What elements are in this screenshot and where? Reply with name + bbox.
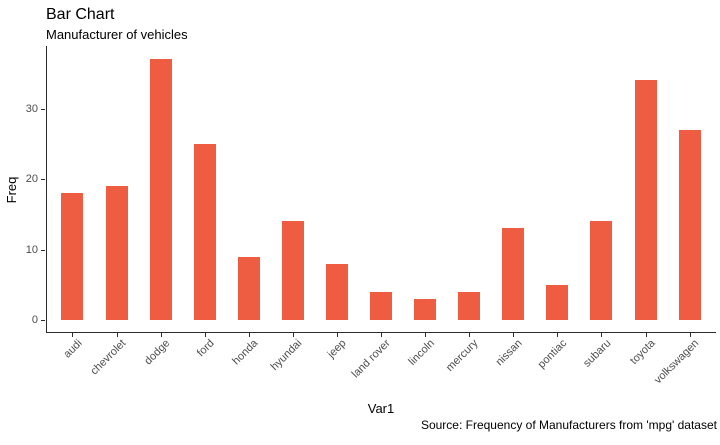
x-tick-label: nissan [494, 337, 525, 369]
x-tick-label: mercury [444, 337, 481, 374]
x-tick-mark [425, 333, 427, 337]
y-tick-mark [41, 320, 45, 321]
x-tick-label: dodge [142, 337, 173, 368]
y-tick-mark [41, 179, 45, 180]
chart-caption: Source: Frequency of Manufacturers from … [420, 418, 717, 432]
x-tick-label: hyundai [268, 337, 305, 374]
x-tick-mark [645, 333, 647, 337]
x-tick-mark [204, 333, 206, 337]
chart-subtitle: Manufacturer of vehicles [46, 27, 188, 42]
bar-pontiac [546, 284, 569, 321]
x-tick-label: honda [230, 337, 261, 368]
x-tick-mark [72, 333, 74, 337]
x-tick-mark [513, 333, 515, 337]
bar-dodge [149, 59, 172, 320]
x-tick-mark [248, 333, 250, 337]
x-tick-mark [557, 333, 559, 337]
chart-title: Bar Chart [46, 6, 115, 23]
x-tick-label: land rover [349, 337, 393, 381]
x-axis-title: Var1 [367, 401, 395, 416]
y-tick-label: 10 [25, 243, 38, 256]
y-tick-mark [41, 249, 45, 251]
x-tick-label: subaru [580, 337, 614, 370]
x-tick-mark [116, 333, 118, 337]
x-tick-label: volkswagen [652, 337, 702, 387]
y-tick-mark [41, 108, 45, 110]
y-tick-label: 30 [25, 102, 38, 115]
x-tick-mark [469, 333, 471, 337]
x-tick-label: pontiac [535, 337, 570, 371]
bar-lincoln [414, 298, 437, 320]
bar-hyundai [281, 221, 304, 320]
bar-land-rover [370, 291, 392, 320]
x-tick-mark [336, 333, 338, 337]
x-tick-label: chevrolet [88, 337, 129, 378]
bar-mercury [458, 291, 481, 320]
bar-audi [61, 193, 84, 320]
bar-honda [237, 256, 260, 320]
x-tick-mark [601, 333, 603, 337]
x-tick-label: toyota [627, 337, 658, 367]
bar-chevrolet [105, 186, 128, 320]
x-tick-label: ford [194, 337, 217, 360]
x-tick-mark [381, 333, 382, 337]
x-tick-mark [689, 333, 691, 337]
x-tick-mark [292, 333, 294, 337]
bar-subaru [590, 221, 613, 320]
x-tick-label: audi [60, 337, 85, 361]
x-tick-mark [160, 333, 162, 337]
bar-nissan [502, 228, 525, 320]
y-tick-label: 0 [31, 314, 38, 326]
x-tick-label: jeep [325, 337, 349, 361]
bar-jeep [325, 263, 348, 320]
bar-toyota [634, 80, 657, 320]
bar-ford [193, 143, 216, 321]
x-tick-label: lincoln [406, 337, 437, 368]
y-tick-label: 20 [25, 173, 38, 185]
bar-volkswagen [678, 129, 701, 320]
plot-panel [46, 46, 716, 333]
